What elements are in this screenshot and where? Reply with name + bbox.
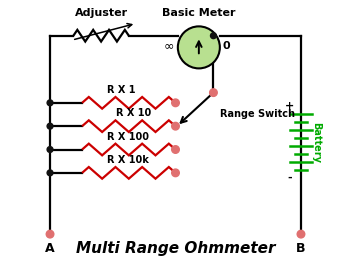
Circle shape	[172, 99, 179, 107]
Text: ∞: ∞	[164, 39, 174, 53]
Text: Multi Range Ohmmeter: Multi Range Ohmmeter	[76, 241, 275, 256]
Text: R X 10: R X 10	[116, 108, 151, 118]
Circle shape	[210, 89, 217, 96]
Circle shape	[172, 169, 179, 177]
Text: Basic Meter: Basic Meter	[162, 8, 236, 18]
Circle shape	[172, 122, 179, 130]
Circle shape	[47, 123, 53, 129]
Text: +: +	[285, 101, 294, 111]
Circle shape	[47, 100, 53, 106]
Text: R X 10k: R X 10k	[107, 155, 149, 165]
Circle shape	[46, 230, 54, 238]
Text: Battery: Battery	[311, 122, 321, 163]
Text: R X 100: R X 100	[107, 132, 149, 142]
Text: -: -	[287, 173, 292, 183]
Circle shape	[172, 146, 179, 153]
Text: R X 1: R X 1	[107, 85, 135, 95]
Text: 0: 0	[223, 41, 230, 51]
Text: A: A	[45, 242, 55, 255]
Circle shape	[178, 26, 220, 68]
Text: Adjuster: Adjuster	[74, 8, 128, 18]
Text: B: B	[296, 242, 306, 255]
Text: Range Switch: Range Switch	[220, 109, 295, 119]
Circle shape	[47, 147, 53, 152]
Circle shape	[211, 33, 216, 39]
Circle shape	[47, 170, 53, 176]
Circle shape	[297, 230, 305, 238]
